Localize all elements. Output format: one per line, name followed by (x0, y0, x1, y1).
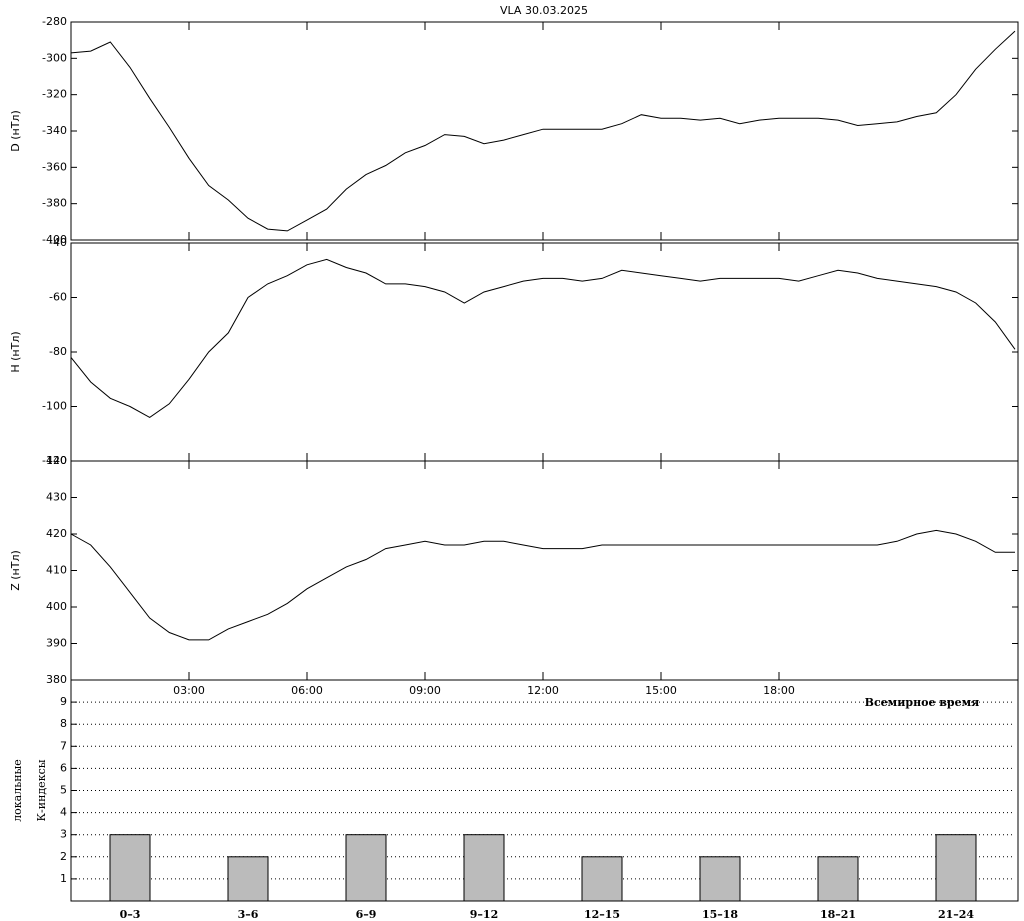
y-tick-label: 400 (46, 600, 67, 613)
y-axis-label: К-индексы (35, 759, 48, 821)
plot-frame (70, 21, 1019, 241)
y-tick-label: -320 (42, 88, 67, 101)
x-tick-label: 6–9 (356, 908, 377, 921)
x-tick-label: 18:00 (763, 684, 795, 697)
bar (817, 856, 859, 902)
y-tick-label: 2 (60, 850, 67, 863)
x-tick-label: 3–6 (238, 908, 259, 921)
y-axis-label: H (нТл) (9, 331, 22, 372)
x-tick-label: 9–12 (470, 908, 498, 921)
chart-title: VLA 30.03.2025 (500, 4, 588, 17)
bar (699, 856, 741, 902)
x-tick-label: 15:00 (645, 684, 677, 697)
y-tick-label: -60 (49, 291, 67, 304)
y-tick-label: 420 (46, 527, 67, 540)
y-axis-label: локальные (11, 759, 24, 822)
y-tick-label: -40 (49, 236, 67, 249)
y-tick-label: -280 (42, 15, 67, 28)
y-tick-label: -120 (42, 454, 67, 467)
x-tick-label: 0–3 (120, 908, 141, 921)
y-tick-label: 5 (60, 784, 67, 797)
y-axis-label: D (нТл) (9, 110, 22, 152)
x-tick-label: 09:00 (409, 684, 441, 697)
y-tick-label: 6 (60, 761, 67, 774)
y-tick-label: 430 (46, 491, 67, 504)
x-tick-label: 06:00 (291, 684, 323, 697)
x-tick-label: 21–24 (938, 908, 974, 921)
x-tick-label: 03:00 (173, 684, 205, 697)
y-tick-label: 390 (46, 637, 67, 650)
y-tick-label: 1 (60, 872, 67, 885)
data-line (70, 529, 1015, 641)
bar (345, 834, 387, 902)
data-line (70, 30, 1016, 232)
y-tick-label: -80 (49, 345, 67, 358)
plot-frame (70, 242, 1019, 462)
y-axis-label: Z (нТл) (9, 550, 22, 591)
data-line (70, 258, 1016, 418)
bar (581, 856, 623, 902)
y-tick-label: 4 (60, 806, 67, 819)
y-tick-label: -400 (42, 233, 67, 246)
y-tick-label: 7 (60, 739, 67, 752)
x-tick-label: 18–21 (820, 908, 856, 921)
x-axis-label: Всемирное время (865, 696, 980, 709)
y-tick-label: -340 (42, 124, 67, 137)
bar (935, 834, 977, 902)
plot-frame (70, 460, 1019, 681)
y-tick-label: 380 (46, 673, 67, 686)
y-tick-label: 3 (60, 828, 67, 841)
y-tick-label: 410 (46, 564, 67, 577)
y-tick-label: -300 (42, 51, 67, 64)
y-tick-label: -360 (42, 160, 67, 173)
y-tick-label: 9 (60, 695, 67, 708)
x-tick-label: 12–15 (584, 908, 620, 921)
x-tick-label: 15–18 (702, 908, 738, 921)
y-tick-label: 440 (46, 454, 67, 467)
y-tick-label: -100 (42, 400, 67, 413)
y-tick-label: -380 (42, 197, 67, 210)
x-tick-label: 12:00 (527, 684, 559, 697)
bar (227, 856, 269, 902)
y-tick-label: 8 (60, 717, 67, 730)
bar (109, 834, 151, 902)
bar (463, 834, 505, 902)
